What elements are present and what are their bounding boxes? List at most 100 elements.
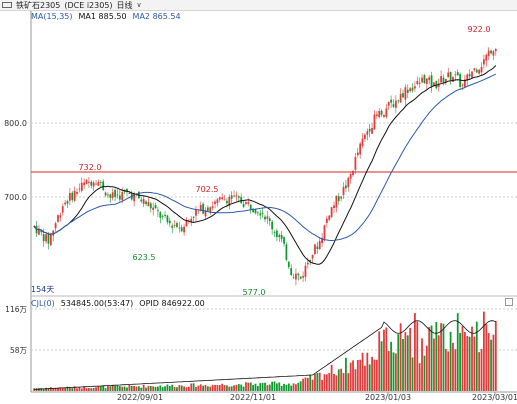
volume-bar [380, 341, 383, 391]
volume-bar [204, 384, 207, 391]
candle-body [187, 219, 190, 221]
volume-bar [318, 372, 321, 391]
candle-body [306, 262, 309, 265]
candle-body [483, 59, 485, 65]
volume-bar [92, 387, 95, 391]
candle-body [195, 209, 197, 216]
chevron-down-icon[interactable]: ∨ [136, 1, 142, 9]
volume-bar [430, 325, 433, 391]
volume-bar [235, 384, 238, 391]
candle-body [406, 89, 409, 93]
volume-bar [130, 385, 133, 391]
volume-bar [271, 381, 274, 391]
volume-bar [356, 360, 359, 391]
candle-body [314, 244, 316, 254]
volume-bar [45, 387, 47, 391]
volume-bar [159, 385, 162, 391]
volume-bar [492, 334, 495, 391]
volume-bar [447, 351, 450, 391]
volume-bar [47, 387, 50, 391]
volume-bar [285, 384, 288, 391]
volume-indicator-label[interactable]: CJL(0) [31, 299, 55, 308]
candle-body [361, 138, 364, 146]
volume-bar [276, 383, 278, 391]
volume-bar [404, 332, 407, 391]
volume-bar [359, 359, 362, 391]
candle-body [461, 84, 464, 86]
candle-body [104, 192, 107, 196]
candle-body [97, 181, 100, 186]
volume-bar [352, 360, 354, 391]
volume-bar [261, 383, 264, 391]
candle-body [147, 202, 150, 207]
annotation-732: 732.0 [79, 163, 102, 172]
candle-body [459, 73, 462, 87]
candle-body [440, 76, 442, 83]
candle-body [295, 273, 297, 280]
candle-body [73, 190, 76, 201]
candle-body [380, 110, 383, 115]
candle-body [330, 207, 333, 218]
volume-bar [373, 359, 376, 391]
candle-body [47, 233, 50, 244]
vol-label-58: 58万 [10, 346, 28, 355]
candle-body [254, 209, 257, 214]
candle-body [135, 194, 138, 195]
panel-settings-button[interactable] [505, 298, 513, 306]
candle-body [290, 268, 293, 276]
symbol-label[interactable]: 铁矿石2305 [16, 0, 61, 10]
candle-body [268, 218, 271, 222]
annotation-high: 922.0 [468, 25, 491, 34]
window-icon[interactable] [2, 2, 12, 8]
volume-bar [254, 383, 257, 391]
volume-bar [178, 385, 181, 391]
volume-bar [57, 387, 59, 391]
volume-bar [475, 321, 478, 391]
volume-bar [335, 375, 338, 391]
volume-bar [268, 384, 271, 391]
candle-body [45, 234, 47, 242]
candle-body [145, 201, 147, 204]
open-interest-line [34, 320, 496, 390]
candle-body [240, 197, 243, 204]
volume-bar [449, 331, 452, 391]
candle-body [245, 202, 247, 204]
candle-body [80, 182, 83, 191]
candle-body [35, 225, 38, 234]
candle-body [292, 277, 295, 278]
candle-body [192, 216, 195, 218]
annotation-702: 702.5 [196, 185, 219, 194]
candle-body [68, 193, 71, 201]
period-selector[interactable]: 日线 [116, 0, 133, 10]
candle-body [435, 80, 438, 89]
volume-bar [347, 373, 350, 391]
candle-body [280, 235, 283, 239]
candle-body [383, 114, 385, 117]
volume-bar [418, 363, 421, 391]
candle-body [116, 194, 119, 196]
candle-body [252, 208, 254, 212]
candle-body [356, 152, 359, 156]
volume-bar [423, 355, 426, 391]
volume-bar [280, 385, 283, 391]
candle-body [390, 99, 393, 103]
ma-indicator-label[interactable]: MA(15,35) [31, 12, 73, 21]
candle-body [409, 88, 412, 92]
candle-body [463, 79, 466, 87]
candle-body [416, 80, 419, 84]
volume-bar [107, 385, 109, 391]
candle-body [352, 170, 354, 176]
candle-body [411, 87, 414, 91]
volume-bar [38, 388, 40, 391]
candle-body [402, 93, 404, 98]
candle-body [218, 197, 221, 200]
volume-bar [406, 335, 409, 391]
volume-bar [118, 386, 121, 391]
candle-body [130, 192, 133, 200]
candle-body [337, 196, 340, 201]
candle-body [299, 276, 302, 279]
ma2-label: MA2 865.54 [132, 12, 181, 21]
candle-body [183, 226, 185, 233]
candle-body [140, 199, 143, 202]
